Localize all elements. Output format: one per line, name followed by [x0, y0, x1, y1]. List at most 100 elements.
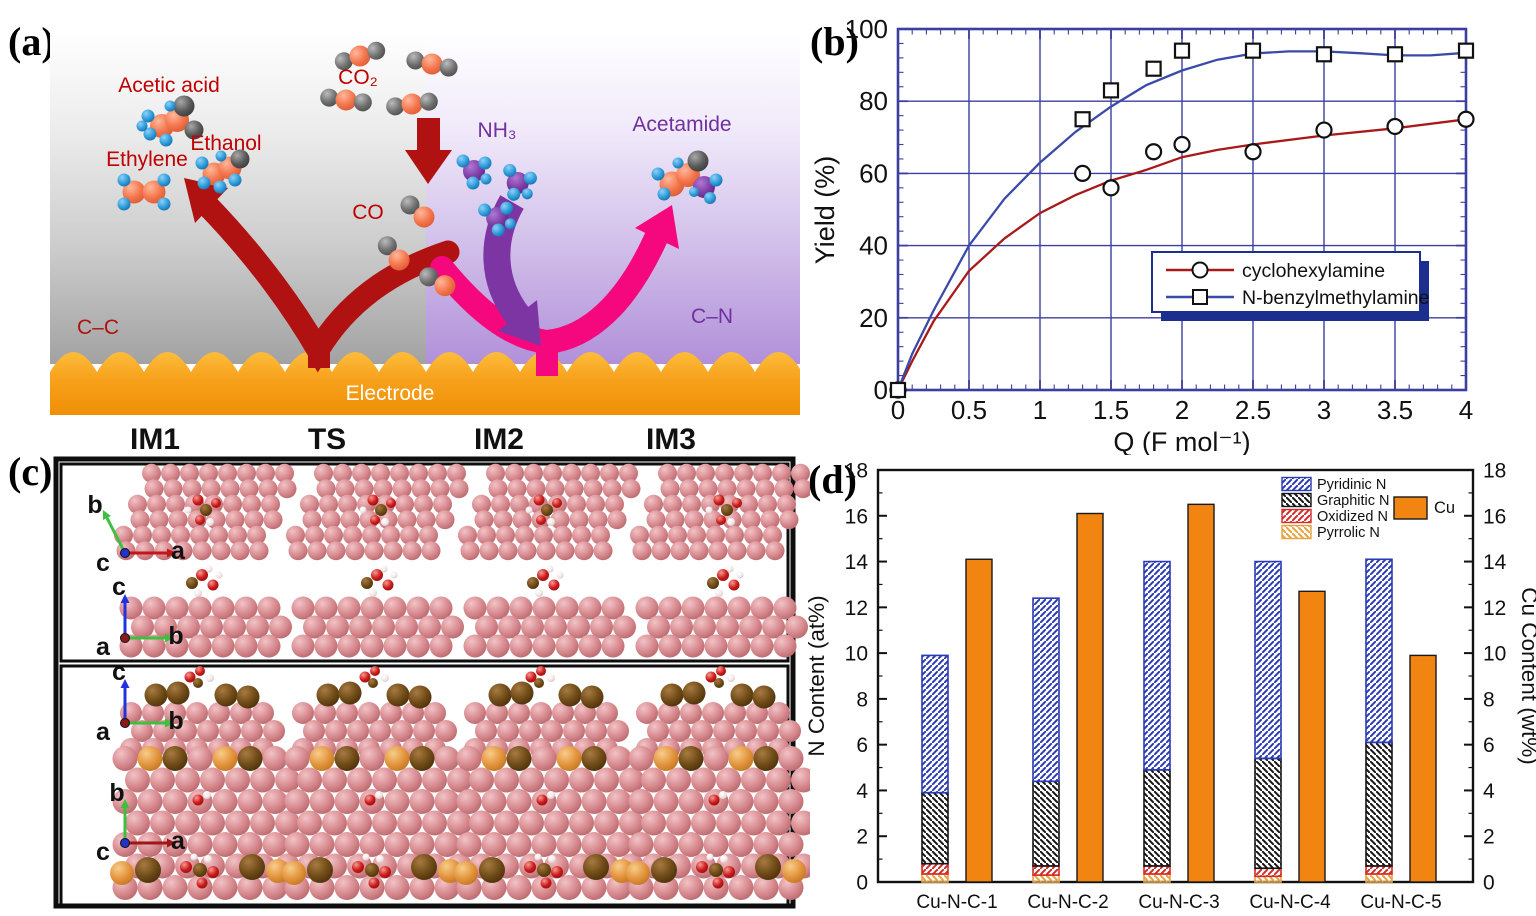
- legend-entry-N-benzylmethylamine: N-benzylmethylamine: [1242, 287, 1430, 309]
- category-label-Cu-N-C-3: Cu-N-C-3: [1138, 892, 1219, 913]
- bar-Cu-N-C-4-graphitic-n: [1254, 757, 1282, 870]
- svg-text:80: 80: [859, 86, 888, 116]
- electrode-surface: [50, 352, 802, 415]
- svg-text:3: 3: [1317, 395, 1331, 425]
- bar-Cu-N-C-1-cu: [965, 558, 993, 883]
- bar-Cu-N-C-5-cu: [1409, 654, 1437, 883]
- panel-a-art: [50, 32, 802, 415]
- svg-text:2: 2: [1175, 395, 1189, 425]
- structure-column-header-im3: IM3: [645, 423, 696, 456]
- acetic-acid-label: Acetic acid: [118, 74, 220, 97]
- svg-text:18: 18: [1483, 460, 1506, 483]
- markers-cyclohexylamine: [889, 110, 1475, 399]
- bar-Cu-N-C-2-pyrrolic-n: [1032, 874, 1060, 883]
- co-molecule: [419, 267, 456, 297]
- svg-text:b: b: [168, 707, 183, 735]
- svg-text:12: 12: [1483, 597, 1506, 620]
- co2-label: CO₂: [338, 66, 378, 89]
- structure-top-view-0: [114, 463, 297, 561]
- svg-text:60: 60: [859, 158, 888, 188]
- legend-entry-pyrrolic-n: Pyrrolic N: [1317, 525, 1380, 541]
- bar-Cu-N-C-1-graphitic-n: [921, 791, 949, 865]
- electrode-label: Electrode: [345, 382, 435, 405]
- structure-side-view-3: [635, 565, 808, 658]
- svg-text:16: 16: [1483, 505, 1506, 528]
- svg-text:4: 4: [1483, 780, 1495, 803]
- acetamide-molecule: [651, 150, 723, 204]
- upper-box: [59, 462, 790, 663]
- panel-b-label: (b): [810, 19, 859, 64]
- bar-Cu-N-C-2-oxidized-n: [1032, 865, 1060, 876]
- markers-N-benzylmethylamine: [889, 42, 1475, 399]
- svg-text:0: 0: [874, 375, 888, 405]
- structure-top-view-3: [630, 463, 810, 561]
- panel-b-chart: 0 0.5 1 1.5 2 2.5 3 3.5 4 0 20 40 60 80 100 Q (F mol⁻¹)…: [800, 0, 1536, 457]
- svg-text:2: 2: [856, 826, 868, 849]
- bar-Cu-N-C-2-pyridinic-n: [1032, 597, 1060, 783]
- panel-a-label: (a): [8, 19, 55, 64]
- bars: [921, 503, 1437, 883]
- structure-side-view-0: [119, 565, 292, 658]
- legend: cyclohexylamine N-benzylmethylamine: [1151, 251, 1430, 321]
- bar-Cu-N-C-3-pyridinic-n: [1143, 560, 1171, 771]
- bar-Cu-N-C-4-pyrrolic-n: [1254, 875, 1282, 883]
- svg-text:b: b: [87, 491, 102, 519]
- ethanol-molecule: [195, 149, 250, 194]
- nh3-molecule: [456, 154, 492, 190]
- category-label-Cu-N-C-2: Cu-N-C-2: [1027, 892, 1108, 913]
- bar-Cu-N-C-2-graphitic-n: [1032, 780, 1060, 867]
- svg-text:6: 6: [1483, 734, 1495, 757]
- bar-Cu-N-C-5-graphitic-n: [1365, 741, 1393, 867]
- structure-large-top-view-3: [626, 746, 810, 900]
- svg-text:18: 18: [845, 460, 868, 483]
- svg-text:3.5: 3.5: [1377, 395, 1413, 425]
- svg-text:b: b: [168, 622, 183, 650]
- bar-Cu-N-C-5-pyridinic-n: [1365, 558, 1393, 744]
- co2-molecule: [386, 92, 438, 116]
- legend-entry-oxidized-n: Oxidized N: [1317, 509, 1388, 525]
- axis-triad-1: c b a: [96, 573, 184, 661]
- category-label-Cu-N-C-4: Cu-N-C-4: [1249, 892, 1331, 913]
- structure-top-view-1: [286, 463, 469, 561]
- ethylene-label: Ethylene: [106, 148, 188, 171]
- bar-Cu-N-C-3-graphitic-n: [1143, 769, 1171, 867]
- svg-text:8: 8: [1483, 688, 1495, 711]
- axis-triad-2: c b a: [96, 658, 184, 746]
- svg-text:6: 6: [856, 734, 868, 757]
- svg-text:0.5: 0.5: [951, 395, 987, 425]
- svg-text:a: a: [171, 827, 186, 855]
- svg-text:10: 10: [1483, 643, 1506, 666]
- co2-molecule: [406, 51, 458, 77]
- y-axis-title: Yield (%): [810, 156, 840, 265]
- bar-Cu-N-C-4-oxidized-n: [1254, 867, 1282, 878]
- svg-text:0: 0: [1483, 872, 1495, 895]
- structure-column-header-im1: IM1: [129, 423, 180, 456]
- plot-frame: [876, 468, 1475, 884]
- svg-text:c: c: [112, 658, 126, 686]
- structure-column-header-im2: IM2: [473, 423, 524, 456]
- svg-text:b: b: [109, 779, 124, 807]
- co-molecule: [400, 195, 435, 228]
- bar-Cu-N-C-4-pyridinic-n: [1254, 560, 1282, 760]
- svg-text:2.5: 2.5: [1235, 395, 1271, 425]
- grid-lines: [898, 29, 1466, 390]
- ethylene-molecule: [117, 173, 171, 211]
- svg-text:0: 0: [891, 395, 905, 425]
- legend-entry-pyridinic-n: Pyridinic N: [1317, 477, 1386, 493]
- svg-text:c: c: [96, 838, 110, 866]
- n-cu-content-bar-chart: 0 0 2 2 4 4 6 6 8 8 10 10 12 12 14 14 16 16 18 18 N Content …: [804, 460, 1536, 914]
- cn-pathway-arrow: [430, 205, 679, 376]
- left-axis-title: N Content (at%): [804, 595, 829, 756]
- svg-text:14: 14: [1483, 551, 1507, 574]
- cn-region-label: C–N: [690, 305, 733, 328]
- bar-Cu-N-C-5-oxidized-n: [1365, 865, 1393, 875]
- svg-text:a: a: [96, 633, 111, 661]
- panel-a-schematic: Acetic acid Ethylene Ethanol CO₂ CO NH₃ …: [50, 20, 802, 415]
- svg-text:100: 100: [845, 14, 888, 44]
- svg-text:c: c: [112, 573, 126, 601]
- axis-triad-3: b a c: [96, 779, 186, 866]
